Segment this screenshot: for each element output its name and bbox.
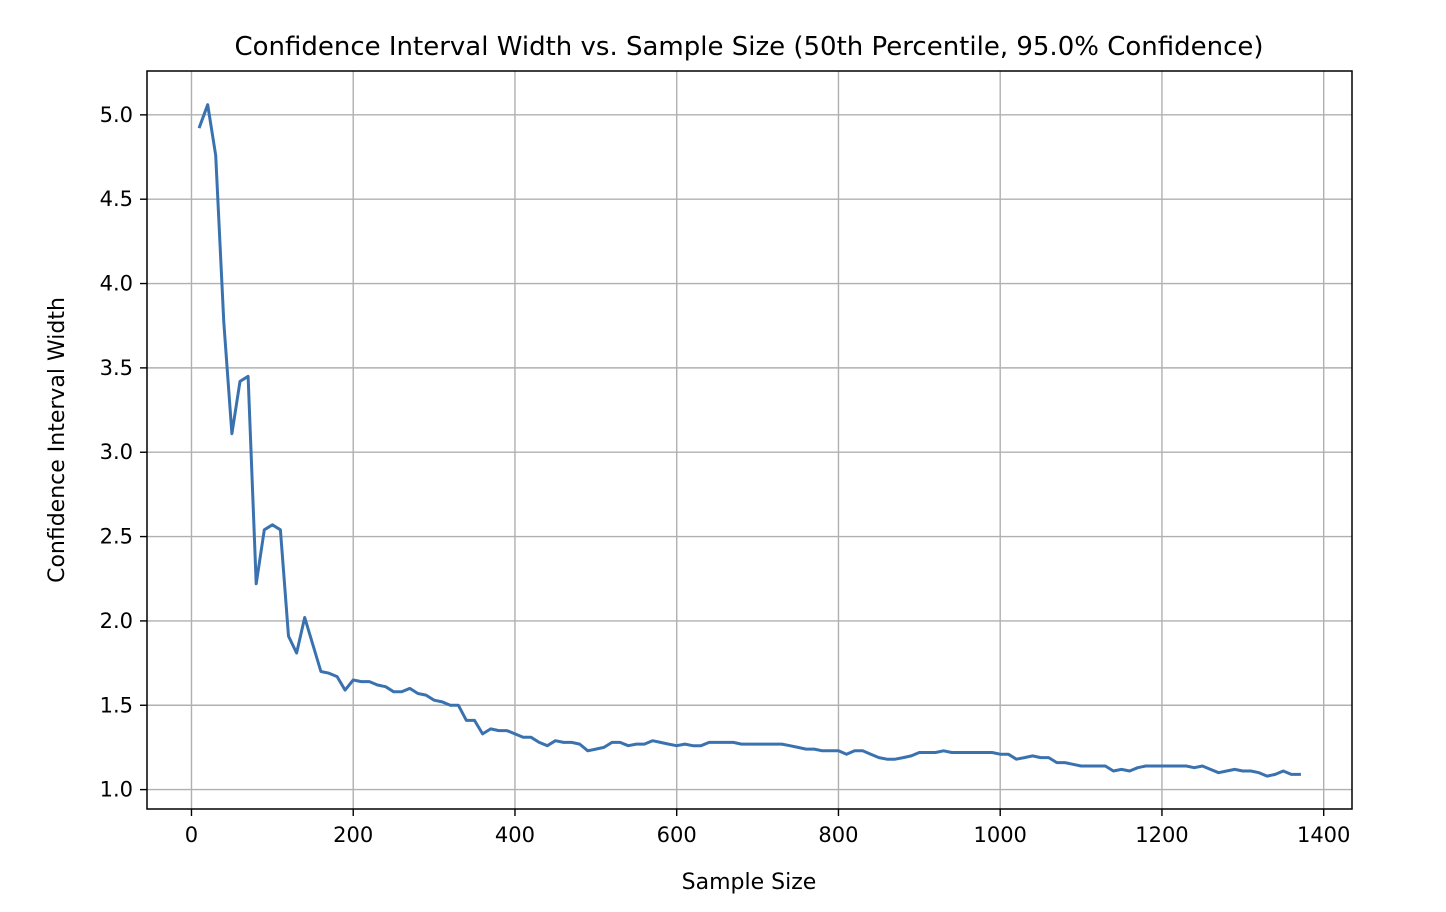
- grid: [147, 71, 1352, 809]
- y-tick-label: 2.0: [100, 609, 133, 633]
- x-tick-label: 400: [495, 823, 535, 847]
- chart-title: Confidence Interval Width vs. Sample Siz…: [234, 32, 1263, 62]
- x-tick-label: 200: [333, 823, 373, 847]
- x-tick-label: 1000: [973, 823, 1026, 847]
- x-axis-label: Sample Size: [682, 870, 817, 895]
- y-tick-label: 3.5: [100, 356, 133, 380]
- plot-area: [197, 103, 1301, 778]
- series-line: [197, 103, 1301, 778]
- x-tick-label: 800: [818, 823, 858, 847]
- x-tick-label: 0: [185, 823, 198, 847]
- y-tick-label: 5.0: [100, 103, 133, 127]
- y-axis-label: Confidence Interval Width: [45, 297, 70, 583]
- y-tick-label: 1.5: [100, 693, 133, 717]
- y-tick-label: 2.5: [100, 525, 133, 549]
- y-tick-label: 4.5: [100, 187, 133, 211]
- y-tick-label: 4.0: [100, 272, 133, 296]
- axes-frame: [146, 70, 1353, 810]
- y-tick-label: 3.0: [100, 440, 133, 464]
- x-tick-label: 600: [657, 823, 697, 847]
- y-tick-label: 1.0: [100, 778, 133, 802]
- ticks: 0 200 400 600 800 1000 1200 1400 1.0 1.5 2.0 2.5 3.0…: [100, 103, 1351, 847]
- x-tick-label: 1400: [1297, 823, 1350, 847]
- x-tick-label: 1200: [1135, 823, 1188, 847]
